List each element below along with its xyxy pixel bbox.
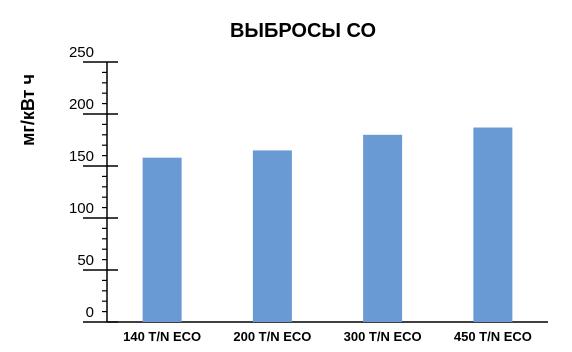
category-labels: 140 T/N ECO 200 T/N ECO 300 T/N ECO 450 T/N… [123,329,532,344]
x-tick-label: 300 T/N ECO [344,329,422,344]
major-ticks [83,61,118,323]
y-tick-labels: 0 50 100 150 200 250 [69,44,94,321]
bar [363,134,403,322]
y-tick-label: 200 [69,96,94,113]
y-axis-label: мг/кВт ч [18,74,38,146]
chart-title: ВЫБРОСЫ СО [230,20,376,42]
minor-ticks [102,71,107,313]
y-tick-label: 150 [69,148,94,165]
y-tick-label: 50 [77,252,94,269]
x-tick-label: 140 T/N ECO [123,329,201,344]
bars [142,127,513,323]
bar [142,157,182,322]
x-tick-label: 450 T/N ECO [454,329,532,344]
y-tick-label: 250 [69,44,94,61]
bar [473,127,513,323]
x-tick-label: 200 T/N ECO [233,329,311,344]
y-tick-label: 100 [69,200,94,217]
bar [252,150,292,322]
y-tick-label: 0 [86,304,94,321]
